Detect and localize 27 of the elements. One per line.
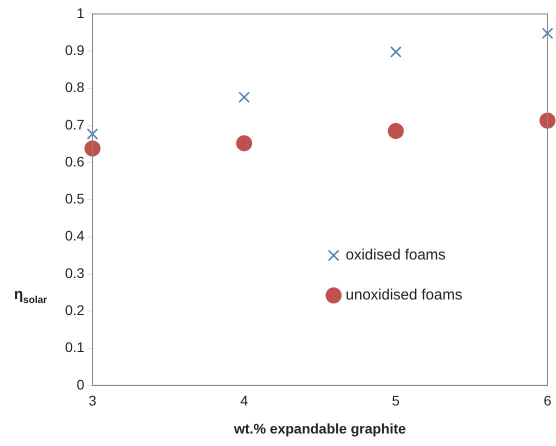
y-tick-label: 0 <box>76 376 85 392</box>
point <box>238 91 250 103</box>
point <box>390 46 402 58</box>
x-tick-label: 5 <box>392 392 400 409</box>
y-tick-label: 0.1 <box>64 339 85 356</box>
point <box>388 122 404 139</box>
y-tick-label: 0.2 <box>64 302 85 318</box>
y-tick-label: 0.3 <box>64 264 85 281</box>
y-tick-label: 0.8 <box>64 79 85 96</box>
x-tick-label: 4 <box>240 392 248 409</box>
x-axis-title: wt.% expandable graphite <box>233 420 406 436</box>
y-tick-label: 0.4 <box>64 228 85 244</box>
legend-label: oxidised foams <box>346 246 446 264</box>
point <box>236 135 252 152</box>
y-tick-label: 1 <box>76 4 85 21</box>
point <box>542 28 554 40</box>
y-tick-label: 0.9 <box>64 42 85 58</box>
y-tick-label: 0.5 <box>64 190 85 207</box>
x-tick-label: 6 <box>544 392 552 409</box>
y-tick-label: 0.6 <box>64 153 85 170</box>
y-axis-title: η$_{solar}$ <box>14 286 48 306</box>
point <box>84 140 100 156</box>
x-tick-label: 3 <box>88 392 97 409</box>
legend-label: unoxidised foams <box>346 286 462 304</box>
point <box>540 112 556 129</box>
point <box>86 128 98 140</box>
y-tick-label: 0.7 <box>64 116 85 132</box>
